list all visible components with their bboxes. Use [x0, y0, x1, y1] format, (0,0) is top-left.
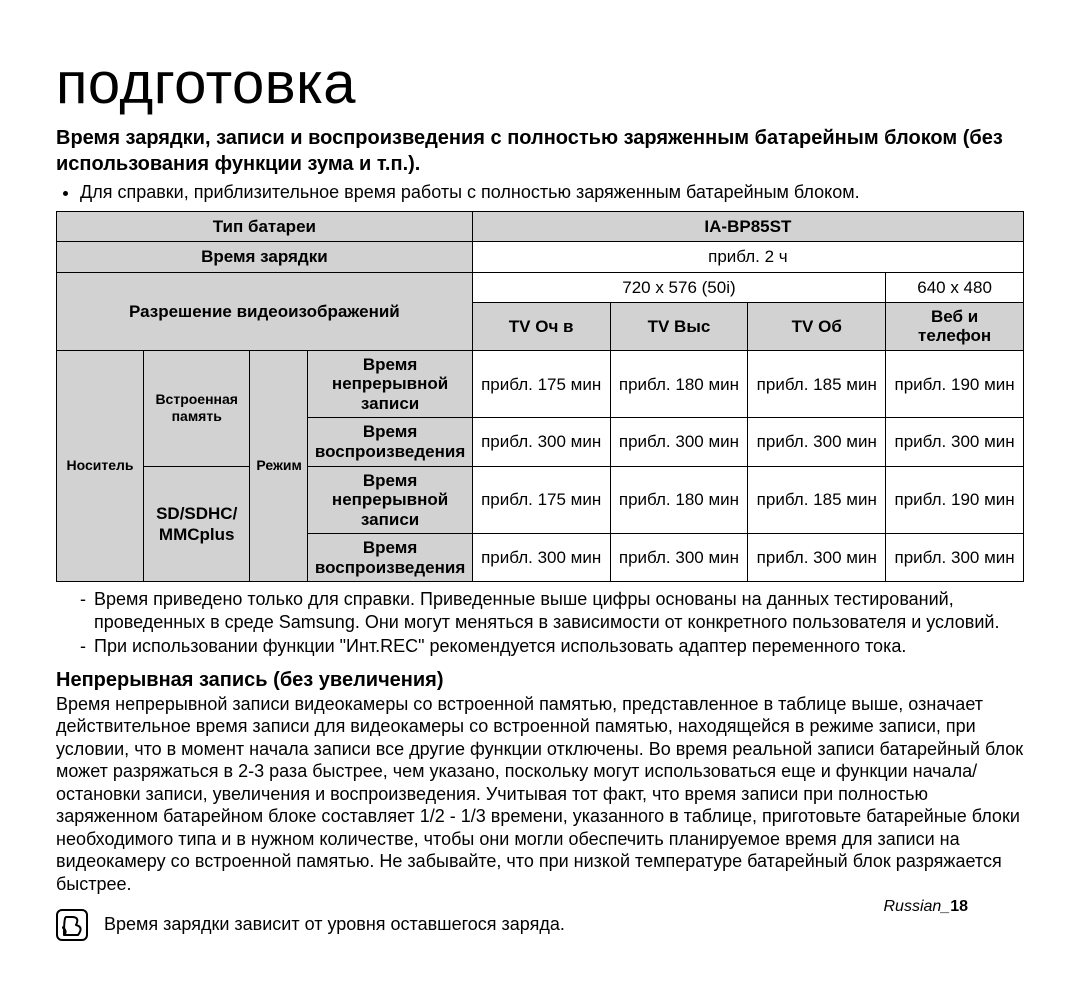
intro-bullet-1: Для справки, приблизительное время работ… [80, 181, 1024, 204]
footnotes: -Время приведено только для справки. При… [56, 588, 1024, 658]
td-r0-c3: прибл. 185 мин [748, 350, 886, 418]
td-r2-c1: прибл. 175 мин [472, 466, 610, 534]
td-res-720: 720 x 576 (50i) [472, 272, 885, 302]
th-battery-type-value: IA-BP85ST [472, 212, 1023, 242]
subhead-continuous-rec: Непрерывная запись (без увеличения) [56, 668, 1024, 693]
td-r0-c1: прибл. 175 мин [472, 350, 610, 418]
td-r0-c2: прибл. 180 мин [610, 350, 748, 418]
th-resolution-label: Разрешение видеоизображений [57, 272, 473, 350]
td-r1-c4: прибл. 300 мин [886, 418, 1024, 466]
section-lead: Время зарядки, записи и воспроизведения … [56, 125, 1024, 177]
th-media-internal: Встроенная память [144, 350, 250, 466]
footnote-1: Время приведено только для справки. Прив… [94, 588, 1024, 633]
paragraph-continuous-rec: Время непрерывной записи видеокамеры со … [56, 693, 1024, 896]
intro-bullets: Для справки, приблизительное время работ… [56, 181, 1024, 204]
td-res-640: 640 x 480 [886, 272, 1024, 302]
th-media-card: SD/SDHC/ MMCplus [144, 466, 250, 582]
page-title: подготовка [56, 48, 1024, 121]
th-media-label: Носитель [57, 350, 144, 581]
td-r3-c4: прибл. 300 мин [886, 534, 1024, 582]
td-r2-c2: прибл. 180 мин [610, 466, 748, 534]
td-r2-c3: прибл. 185 мин [748, 466, 886, 534]
td-r2-c4: прибл. 190 мин [886, 466, 1024, 534]
th-play-2: Время воспроизведения [308, 534, 472, 582]
th-mode-web: Веб и телефон [886, 302, 1024, 350]
th-rec-cont-2: Время непрерывной записи [308, 466, 472, 534]
footnote-2: При использовании функции "Инт.REC" реко… [94, 635, 1024, 658]
th-mode-label: Режим [250, 350, 308, 581]
th-mode-tv-ob: TV Об [748, 302, 886, 350]
note-row: Время зарядки зависит от уровня оставшег… [56, 909, 1024, 941]
td-r3-c2: прибл. 300 мин [610, 534, 748, 582]
th-mode-tv-vys: TV Выс [610, 302, 748, 350]
th-battery-type-label: Тип батареи [57, 212, 473, 242]
td-r1-c3: прибл. 300 мин [748, 418, 886, 466]
td-charge-time-value: прибл. 2 ч [472, 242, 1023, 272]
td-r3-c3: прибл. 300 мин [748, 534, 886, 582]
th-rec-cont-1: Время непрерывной записи [308, 350, 472, 418]
spec-table: Тип батареи IA-BP85ST Время зарядки приб… [56, 211, 1024, 582]
th-charge-time-label: Время зарядки [57, 242, 473, 272]
td-r1-c2: прибл. 300 мин [610, 418, 748, 466]
page-number: Russian_18 [883, 897, 968, 917]
note-icon [56, 909, 88, 941]
td-r1-c1: прибл. 300 мин [472, 418, 610, 466]
note-text: Время зарядки зависит от уровня оставшег… [104, 909, 565, 936]
td-r0-c4: прибл. 190 мин [886, 350, 1024, 418]
td-r3-c1: прибл. 300 мин [472, 534, 610, 582]
th-play-1: Время воспроизведения [308, 418, 472, 466]
th-mode-tv-och: TV Оч в [472, 302, 610, 350]
